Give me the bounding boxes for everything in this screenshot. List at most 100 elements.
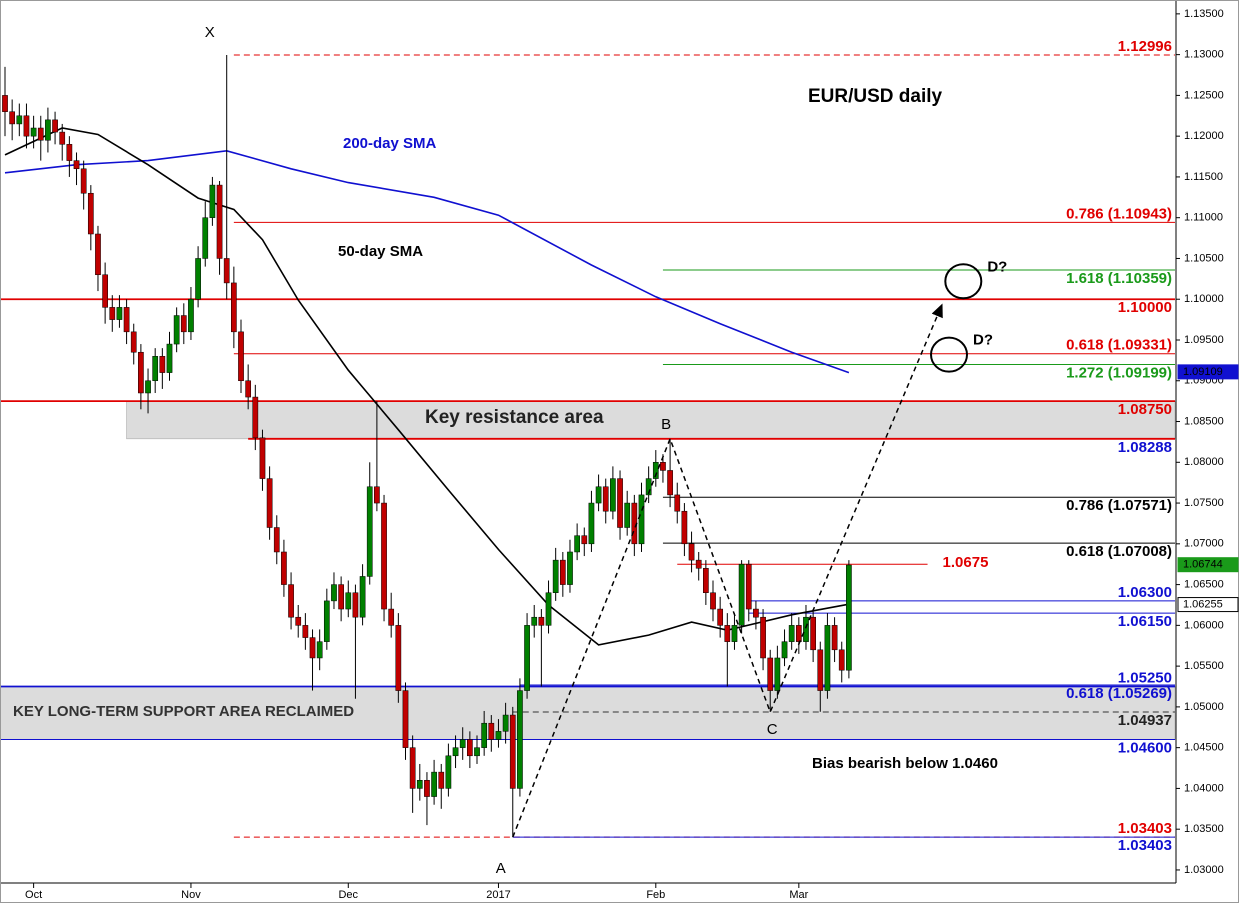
candle-body [545,592,552,626]
candle-body [252,396,259,439]
level-label: 1.03403 [1118,820,1172,837]
candle-body [753,608,759,618]
candle-body [116,307,123,320]
candle-body [445,755,452,789]
candle-body [123,307,130,333]
candle-body [474,747,480,757]
candle-body [724,625,731,642]
candle-body [231,282,237,333]
candle-body [66,144,73,161]
x-tick-label: Mar [789,889,808,901]
zone [126,400,1176,440]
candle-body [359,576,366,618]
target-circle [930,336,969,373]
candle-body [674,494,681,512]
y-tick-label: 1.07000 [1184,538,1224,550]
zone [0,686,1176,740]
candle-body [259,437,266,479]
sma-label: 200-day SMA [343,135,437,152]
x-tick-label: Oct [25,889,42,901]
level-label: 1.618 (1.10359) [1066,270,1172,287]
candle-body [2,95,8,112]
candle-body [316,641,323,659]
y-tick-label: 1.08000 [1184,456,1224,468]
level-label: 0.618 (1.09331) [1066,337,1172,354]
candle-body [688,543,695,561]
level-label: 0.786 (1.10943) [1066,205,1172,222]
candle-body [552,559,559,593]
candle-body [16,115,23,125]
level-label: 1.03403 [1118,837,1172,854]
y-tick-label: 1.06000 [1184,619,1224,631]
candle-body [767,657,774,691]
candle-body [517,690,523,789]
y-tick-label: 1.09500 [1184,334,1224,346]
candle-body [295,616,302,626]
candle-body [245,380,252,398]
y-tick-label: 1.12000 [1184,130,1224,142]
candle-body [159,356,166,373]
candle-body [288,584,294,618]
candle-body [452,747,459,757]
pivot-label: X [205,24,215,41]
candle-body [652,462,659,479]
candle-body [610,478,616,512]
x-tick-label: Nov [181,889,201,901]
candle-body [660,462,666,471]
x-tick-label: Feb [646,889,665,901]
candle-body [667,470,673,496]
x-tick-label: Dec [338,889,358,901]
candle-body [202,217,209,259]
candle-body [166,343,173,373]
candle-body [416,780,423,789]
price-badge-label: 1.06255 [1183,598,1223,610]
candle-body [567,551,573,585]
candle-body [810,616,816,651]
candle-body [595,486,602,504]
level-label: 1.10000 [1118,299,1172,316]
candle-body [9,111,16,125]
candle-body [424,780,430,797]
candle-body [331,584,337,602]
candle-body [824,625,831,691]
candle-body [145,380,151,394]
candle-body [717,608,724,626]
candle-body [173,315,180,345]
candle-body [381,502,387,610]
candle-body [388,608,395,626]
candle-body [223,258,230,284]
sma-line [4,127,850,646]
candle-body [459,739,466,748]
level-label: 1.272 (1.09199) [1066,365,1172,382]
candle-body [102,274,108,308]
level-label: 1.08750 [1118,401,1172,418]
candle-body [180,315,187,333]
candle-body [495,731,502,740]
level-label: 1.08288 [1118,439,1172,456]
candle-body [273,527,280,553]
level-label: 1.05250 [1118,669,1172,686]
candle-body [95,233,101,276]
level-label: 0.786 (1.07571) [1066,497,1172,514]
candle-body [80,168,87,194]
candle-body [681,510,688,545]
level-label: 0.618 (1.07008) [1066,543,1172,560]
y-tick-label: 1.11500 [1184,171,1223,183]
y-tick-label: 1.03000 [1184,864,1224,876]
candle-body [795,625,802,642]
price-badge [1177,597,1239,613]
target-label: D? [973,332,993,349]
candle-body [602,486,609,512]
x-tick-label: 2017 [486,889,510,901]
price-badge-label: 1.06744 [1183,559,1223,571]
candle-body [345,592,352,610]
candle-body [109,307,116,320]
candle-body [323,600,330,642]
y-tick-label: 1.10500 [1184,252,1224,264]
pivot-label: B [661,416,671,433]
y-tick-label: 1.12500 [1184,89,1224,101]
candle-body [195,258,201,300]
sma-lines [4,127,850,646]
candle-body [138,351,144,394]
